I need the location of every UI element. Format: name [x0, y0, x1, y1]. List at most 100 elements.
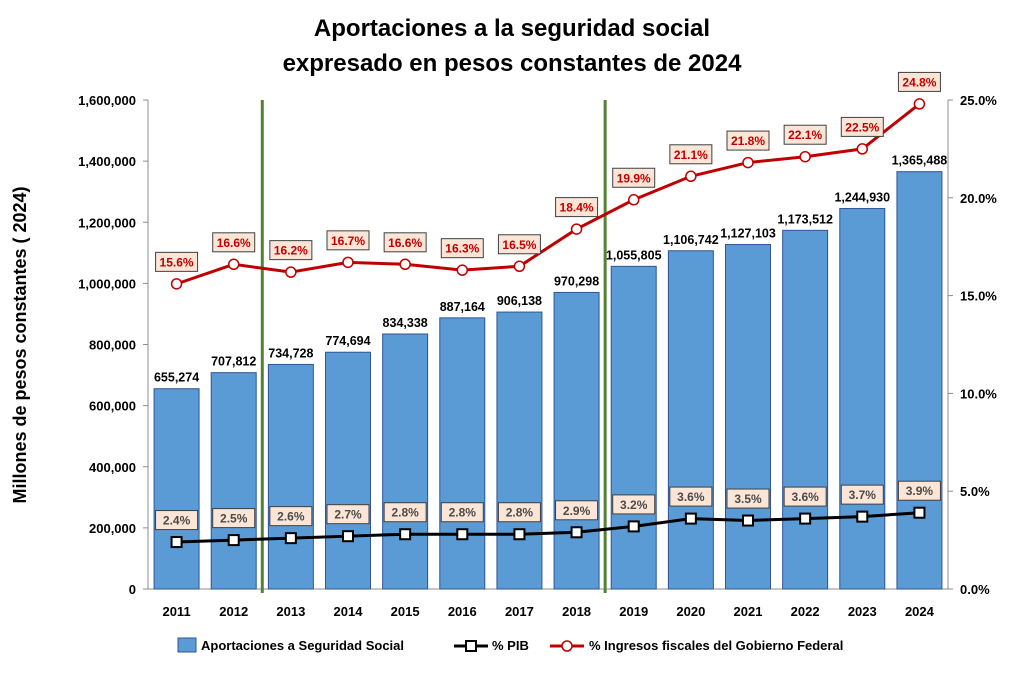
line-point-marker [742, 514, 754, 527]
legend-marker-ingresos [561, 640, 573, 652]
x-tick-label: 2020 [676, 604, 705, 619]
series-line [176, 102, 921, 286]
y-tick-label-left: 0 [129, 582, 136, 597]
bar-value-label: 774,694 [325, 334, 370, 348]
line-value-label: 22.1% [788, 128, 822, 142]
data-label-box [612, 167, 656, 188]
line-point-marker [856, 510, 869, 523]
x-tick-label: 2021 [734, 604, 763, 619]
data-label-box [897, 71, 941, 92]
bar-value-label: 1,055,805 [606, 248, 662, 262]
x-tick-label: 2022 [791, 604, 820, 619]
line-value-label: 3.7% [849, 488, 877, 502]
line-value-label: 16.2% [274, 244, 308, 258]
x-tick-label: 2013 [276, 604, 305, 619]
line-point-marker [456, 528, 469, 541]
line-point-marker [627, 194, 640, 206]
axes-group: 0 200,000 400,000 600,000 800,000 1,000,000 1,… [78, 93, 997, 619]
line-point-marker [913, 98, 926, 110]
line-point-marker [742, 156, 754, 169]
chart-subtitle: expresado en pesos constantes de 2024 [283, 50, 743, 77]
bar [153, 388, 200, 590]
data-label-box [555, 500, 599, 521]
line-value-label: 19.9% [617, 171, 651, 185]
line-value-label: 22.5% [845, 120, 879, 134]
data-label-box [783, 486, 827, 507]
data-labels-group: 655,274 707,812 734,728 774,694 834,338 887,1… [154, 71, 948, 531]
y-tick-label-left: 1,400,000 [78, 154, 136, 169]
data-label-box [155, 251, 199, 272]
bar-value-label: 1,365,488 [892, 154, 948, 168]
line-value-label: 3.6% [791, 490, 819, 504]
x-tick-label: 2014 [334, 604, 364, 619]
bar [610, 265, 657, 590]
data-label-box [269, 240, 313, 261]
line-point-marker [399, 528, 412, 541]
line-point-marker [799, 150, 811, 163]
data-label-box [555, 197, 599, 218]
line-value-label: 16.6% [217, 236, 251, 250]
data-label-box [897, 480, 941, 501]
vertical-markers-group [260, 100, 607, 593]
bar-value-label: 906,138 [497, 294, 542, 308]
bar-value-label: 734,728 [268, 346, 313, 360]
bar-value-label: 887,164 [440, 300, 485, 314]
bar [496, 311, 543, 590]
data-label-box [155, 510, 199, 531]
line-value-label: 2.5% [220, 512, 248, 526]
line-point-marker [913, 506, 926, 519]
x-tick-label: 2017 [505, 604, 534, 619]
y-tick-label-left: 1,000,000 [78, 276, 136, 291]
y-tick-label-right: 10.0% [960, 386, 997, 401]
y-tick-label-left: 1,600,000 [78, 93, 136, 108]
bar [667, 250, 714, 590]
line-value-label: 2.7% [334, 508, 362, 522]
bar-value-label: 970,298 [554, 274, 599, 288]
line-point-marker [856, 143, 869, 155]
line-value-label: 2.4% [163, 514, 191, 528]
line-point-marker [513, 528, 526, 541]
line-point-marker [227, 534, 240, 547]
data-label-box [840, 484, 884, 505]
bar-value-label: 834,338 [383, 316, 428, 330]
x-tick-label: 2018 [562, 604, 591, 619]
bar-value-label: 1,127,103 [720, 227, 776, 241]
legend-marker-pib [465, 640, 477, 652]
line-value-label: 3.9% [906, 484, 934, 498]
line-value-label: 16.3% [445, 242, 479, 256]
data-label-box [497, 502, 541, 523]
line-value-label: 21.8% [731, 134, 765, 148]
bar-value-label: 1,244,930 [834, 191, 890, 205]
bar [782, 229, 829, 590]
data-label-box [440, 238, 484, 259]
x-tick-label: 2019 [619, 604, 648, 619]
bar [267, 363, 314, 590]
line-point-marker [285, 266, 297, 278]
bar-value-label: 707,812 [211, 355, 256, 369]
bar-value-label: 655,274 [154, 371, 199, 385]
line-value-label: 3.2% [620, 498, 648, 512]
y-tick-label-right: 20.0% [960, 191, 997, 206]
line-value-label: 18.4% [560, 201, 594, 215]
line-point-marker [170, 536, 183, 549]
y-axis-label: Millones de pesos constantes ( 2024) [10, 186, 30, 503]
data-label-box [212, 508, 256, 529]
data-label-box [497, 234, 541, 255]
bar-value-label: 1,106,742 [663, 233, 719, 247]
line-value-label: 2.8% [506, 506, 534, 520]
bars-group [153, 171, 943, 590]
data-label-box [726, 130, 770, 151]
line-value-label: 2.6% [277, 510, 305, 524]
data-label-box [726, 488, 770, 509]
line-value-label: 24.8% [902, 75, 936, 89]
bar [896, 171, 943, 590]
line-value-label: 3.5% [734, 492, 762, 506]
x-tick-label: 2023 [848, 604, 877, 619]
line-point-marker [170, 278, 183, 290]
data-label-box [840, 116, 884, 137]
line-value-label: 16.7% [331, 234, 365, 248]
line-value-label: 2.9% [563, 504, 591, 518]
data-label-box [383, 502, 427, 523]
line-point-marker [570, 223, 583, 235]
